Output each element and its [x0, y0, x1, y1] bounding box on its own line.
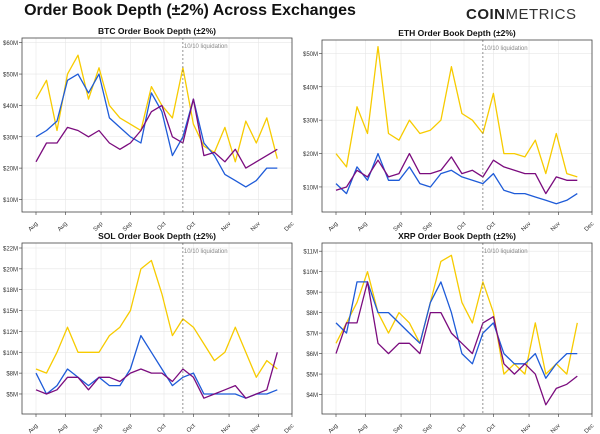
y-tick-label: $10M — [3, 198, 18, 204]
y-tick-label: $18M — [3, 288, 18, 294]
x-tick-label: Sep — [393, 423, 405, 434]
x-tick-label: Dec — [284, 423, 296, 434]
y-tick-label: $7M — [306, 332, 318, 338]
y-tick-label: $10M — [303, 270, 318, 276]
x-tick-label: Dec — [584, 221, 596, 233]
series-line-yellow — [35, 259, 278, 378]
plot-frame — [21, 37, 293, 213]
x-tick-label: Aug — [357, 221, 369, 233]
x-tick-label: Oct — [486, 221, 497, 232]
y-tick-label: $30M — [303, 119, 318, 125]
panel-xrp: XRP Order Book Depth (±2%) $4M $5M $6M $7M $8… — [303, 231, 595, 434]
x-tick-label: Oct — [186, 423, 197, 434]
logo-bold: COIN — [466, 6, 506, 23]
x-tick-label: Oct — [486, 423, 497, 434]
liquidation-annotation: 10/10 liquidation — [184, 249, 228, 255]
x-tick-label: Aug — [328, 221, 340, 233]
x-tick-label: Sep — [122, 423, 134, 434]
figure-title: Order Book Depth (±2%) Across Exchanges — [24, 2, 356, 19]
x-tick-label: Nov — [521, 423, 533, 434]
x-tick-label: Oct — [157, 221, 168, 232]
y-tick-label: $50M — [303, 52, 318, 58]
x-tick-label: Nov — [250, 221, 262, 233]
panel-title: ETH Order Book Depth (±2%) — [398, 28, 516, 38]
series-line-purple — [35, 98, 278, 169]
liquidation-annotation: 10/10 liquidation — [484, 46, 528, 52]
x-tick-label: Nov — [521, 221, 533, 233]
y-tick-label: $40M — [3, 104, 18, 110]
y-tick-label: $4M — [306, 393, 318, 399]
panel-sol: SOL Order Book Depth (±2%) $5M $8M $10M $12M… — [3, 231, 295, 434]
x-tick-label: Sep — [93, 423, 105, 434]
x-tick-label: Oct — [186, 221, 197, 232]
x-tick-label: Oct — [457, 221, 468, 232]
x-tick-label: Nov — [221, 423, 233, 434]
series-line-blue — [35, 73, 278, 188]
panel-eth: ETH Order Book Depth (±2%) $10M $20M $30M $4… — [303, 28, 595, 233]
y-tick-label: $20M — [3, 267, 18, 273]
coinmetrics-logo: COINMETRICS — [466, 6, 577, 23]
x-tick-label: Nov — [250, 423, 262, 434]
liquidation-annotation: 10/10 liquidation — [484, 249, 528, 255]
y-tick-label: $6M — [306, 352, 318, 358]
y-tick-label: $5M — [306, 373, 318, 379]
series-line-blue — [335, 281, 578, 379]
y-tick-label: $9M — [306, 291, 318, 297]
y-tick-label: $30M — [3, 135, 18, 141]
y-tick-label: $22M — [3, 247, 18, 253]
y-tick-label: $8M — [306, 311, 318, 317]
logo-light: METRICS — [505, 6, 577, 23]
liquidation-annotation: 10/10 liquidation — [184, 44, 228, 50]
y-tick-label: $40M — [303, 85, 318, 91]
x-tick-label: Nov — [550, 221, 562, 233]
series-line-yellow — [35, 54, 278, 163]
x-tick-label: Nov — [221, 221, 233, 233]
y-tick-label: $60M — [3, 41, 18, 47]
y-tick-label: $50M — [3, 73, 18, 79]
x-tick-label: Dec — [584, 423, 596, 434]
series-line-yellow — [335, 46, 578, 178]
series-line-yellow — [335, 254, 578, 375]
plot-frame — [321, 242, 593, 415]
panel-btc: BTC Order Book Depth (±2%) $10M $20M $30M $4… — [3, 26, 295, 233]
series-line-blue — [35, 334, 278, 399]
series-line-purple — [335, 152, 578, 195]
series-line-purple — [35, 352, 278, 399]
x-tick-label: Aug — [57, 221, 69, 233]
x-tick-label: Aug — [57, 423, 69, 434]
plot-frame — [321, 39, 593, 213]
plot-frame — [21, 242, 293, 415]
x-tick-label: Dec — [284, 221, 296, 233]
y-tick-label: $5M — [6, 392, 18, 398]
y-tick-label: $20M — [3, 167, 18, 173]
panel-title: XRP Order Book Depth (±2%) — [398, 231, 516, 241]
series-line-blue — [335, 152, 578, 205]
y-tick-label: $11M — [303, 250, 318, 256]
x-tick-label: Sep — [422, 423, 434, 434]
x-tick-label: Oct — [457, 423, 468, 434]
y-tick-label: $8M — [6, 372, 18, 378]
y-tick-label: $12M — [3, 330, 18, 336]
series-line-purple — [335, 281, 578, 406]
panel-title: SOL Order Book Depth (±2%) — [98, 231, 216, 241]
y-tick-label: $15M — [3, 309, 18, 315]
x-tick-label: Aug — [28, 423, 40, 434]
panel-title: BTC Order Book Depth (±2%) — [98, 26, 216, 36]
y-tick-label: $10M — [3, 351, 18, 357]
x-tick-label: Oct — [157, 423, 168, 434]
x-tick-label: Aug — [28, 221, 40, 233]
x-tick-label: Aug — [357, 423, 369, 434]
x-tick-label: Nov — [550, 423, 562, 434]
y-tick-label: $10M — [303, 185, 318, 191]
x-tick-label: Aug — [328, 423, 340, 434]
y-tick-label: $20M — [303, 152, 318, 158]
